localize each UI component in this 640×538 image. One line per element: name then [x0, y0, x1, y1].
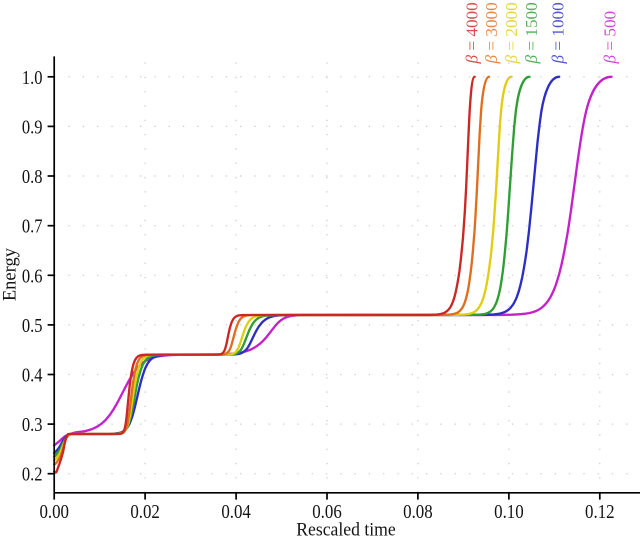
svg-text:β = 2000: β = 2000	[502, 2, 521, 64]
svg-text:0.00: 0.00	[39, 501, 69, 523]
svg-text:β = 500: β = 500	[600, 11, 619, 65]
svg-text:0.5: 0.5	[22, 315, 43, 337]
svg-text:β = 3000: β = 3000	[482, 2, 501, 64]
svg-text:β = 1000: β = 1000	[549, 2, 568, 64]
svg-text:0.3: 0.3	[22, 414, 43, 436]
svg-text:0.08: 0.08	[403, 501, 433, 523]
svg-text:β = 4000: β = 4000	[463, 2, 482, 64]
svg-text:0.04: 0.04	[221, 501, 251, 523]
svg-text:0.9: 0.9	[22, 116, 43, 138]
svg-text:1.0: 1.0	[22, 67, 43, 89]
svg-text:0.10: 0.10	[494, 501, 524, 523]
svg-text:0.7: 0.7	[22, 216, 43, 238]
svg-text:0.6: 0.6	[22, 265, 43, 287]
svg-text:0.02: 0.02	[130, 501, 160, 523]
svg-text:0.8: 0.8	[22, 166, 43, 188]
svg-text:0.4: 0.4	[22, 365, 43, 387]
svg-text:Energy: Energy	[1, 247, 21, 301]
svg-text:β = 1500: β = 1500	[522, 2, 541, 64]
svg-text:0.2: 0.2	[22, 464, 43, 486]
svg-text:Rescaled time: Rescaled time	[296, 521, 396, 538]
svg-text:0.12: 0.12	[585, 501, 615, 523]
svg-text:0.06: 0.06	[312, 501, 342, 523]
